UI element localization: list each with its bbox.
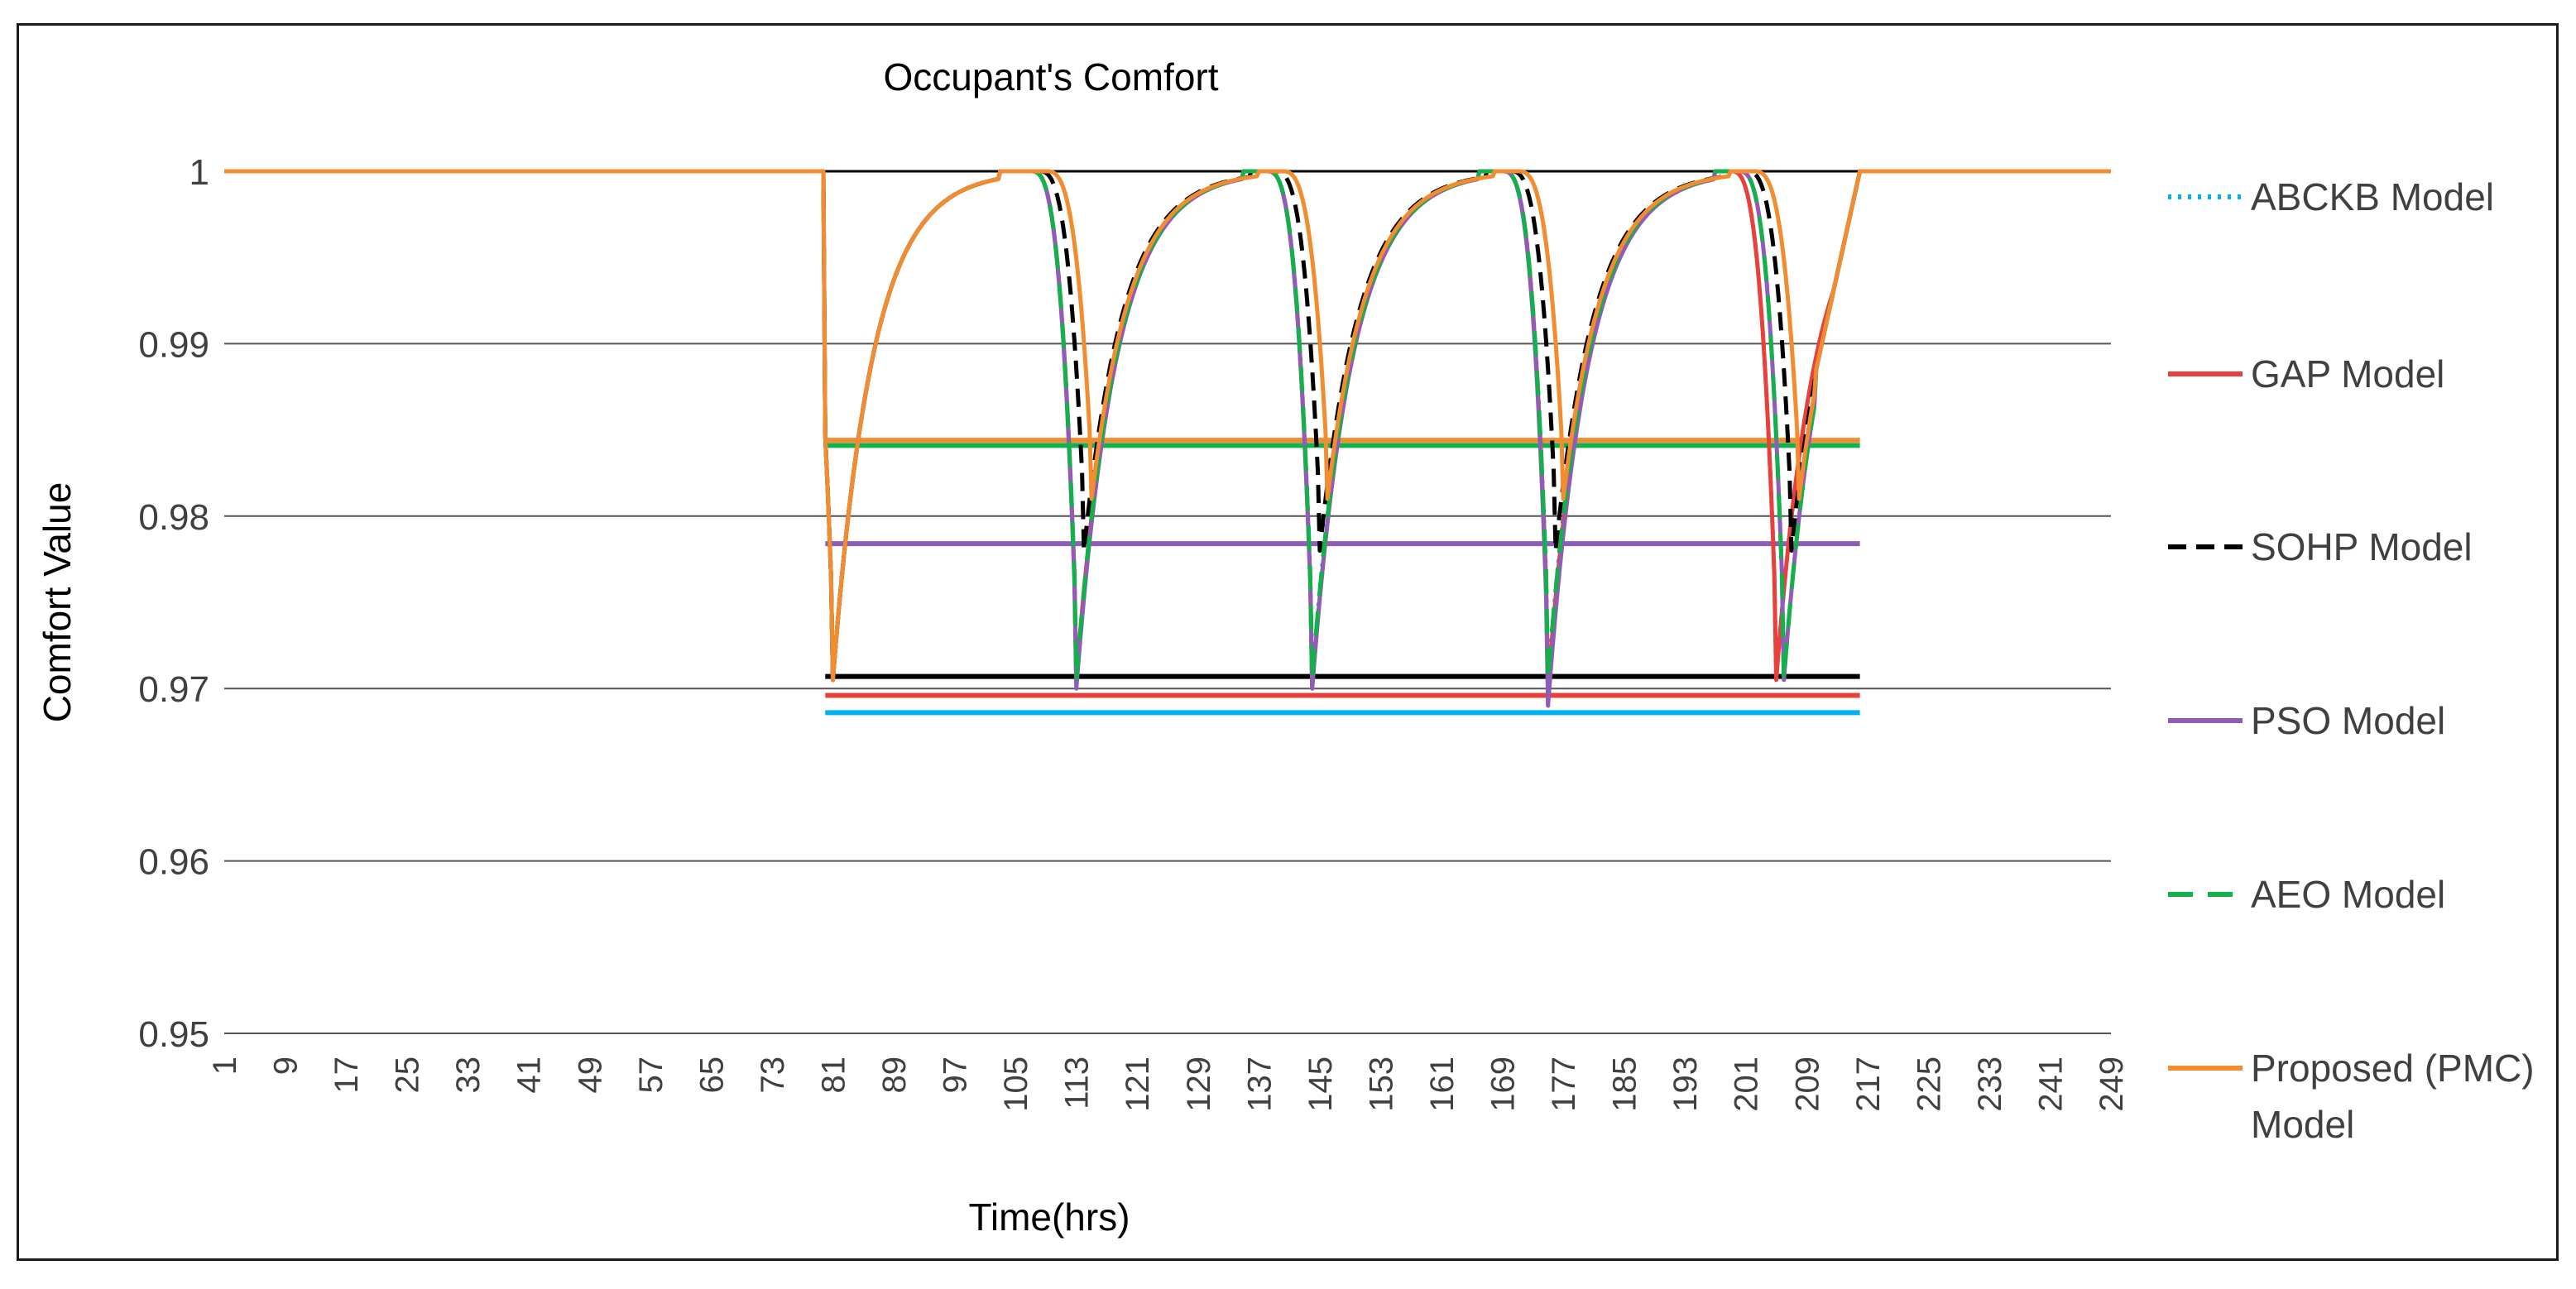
y-tick-labels: 1 0.99 0.98 0.97 0.96 0.95 (138, 152, 209, 1055)
x-tick-label: 177 (1546, 1057, 1582, 1112)
x-tick-label: 25 (390, 1057, 426, 1094)
legend-label: ABCKB Model (2251, 175, 2494, 218)
chart-frame: 1 0.99 0.98 0.97 0.96 0.95 1 9 17 25 33 41 49 57 65 73… (17, 23, 2559, 1261)
x-tick-label: 129 (1181, 1057, 1217, 1112)
x-tick-label: 193 (1667, 1057, 1704, 1112)
x-tick-labels: 1 9 17 25 33 41 49 57 65 73 81 89 97 105 113 121 129 137 1… (207, 1057, 2130, 1112)
gridlines (224, 170, 2111, 1034)
x-tick-label: 169 (1485, 1057, 1522, 1112)
series-line (223, 169, 2112, 683)
x-tick-label: 201 (1729, 1057, 1765, 1112)
x-tick-label: 249 (2094, 1057, 2130, 1112)
y-tick-label: 0.96 (138, 842, 209, 883)
x-tick-label: 57 (633, 1057, 669, 1094)
x-tick-label: 241 (2032, 1057, 2069, 1112)
legend-label: AEO Model (2251, 873, 2445, 916)
x-tick-label: 185 (1607, 1057, 1643, 1112)
x-tick-label: 153 (1363, 1057, 1399, 1112)
x-tick-label: 97 (938, 1057, 974, 1094)
x-tick-label: 105 (998, 1057, 1034, 1112)
y-tick-label: 0.95 (138, 1014, 209, 1055)
legend-label: PSO Model (2251, 699, 2445, 742)
x-tick-label: 17 (329, 1057, 365, 1094)
comfort-line-chart: 1 0.99 0.98 0.97 0.96 0.95 1 9 17 25 33 41 49 57 65 73… (36, 55, 2535, 1239)
x-tick-label: 9 (268, 1057, 305, 1075)
average-lines (825, 438, 1860, 716)
x-tick-label: 33 (450, 1057, 487, 1094)
legend-label: GAP Model (2251, 352, 2444, 395)
x-tick-label: 121 (1120, 1057, 1156, 1112)
series-line (223, 169, 2112, 683)
y-tick-label: 0.99 (138, 324, 209, 365)
x-tick-label: 225 (1911, 1057, 1947, 1112)
y-tick-label: 0.98 (138, 497, 209, 538)
x-tick-label: 217 (1850, 1057, 1887, 1112)
x-tick-label: 49 (572, 1057, 608, 1094)
y-axis-title: Comfort Value (36, 482, 79, 723)
legend: ABCKB Model GAP Model SOHP Model PSO Model A… (2168, 175, 2535, 1146)
x-tick-label: 81 (815, 1057, 851, 1094)
x-tick-label: 137 (1241, 1057, 1278, 1112)
x-tick-label: 209 (1789, 1057, 1825, 1112)
series-line (223, 169, 2112, 683)
x-tick-label: 233 (1972, 1057, 2008, 1112)
x-tick-label: 145 (1302, 1057, 1339, 1112)
x-tick-label: 41 (511, 1057, 548, 1094)
x-axis-title: Time(hrs) (968, 1196, 1130, 1239)
legend-label: Proposed (PMC) Model (2251, 1047, 2535, 1146)
series-line (223, 169, 2112, 683)
y-tick-label: 0.97 (138, 669, 209, 710)
series-line (223, 169, 2112, 691)
x-tick-label: 73 (755, 1057, 791, 1094)
x-tick-label: 89 (876, 1057, 913, 1094)
x-tick-label: 113 (1059, 1057, 1096, 1109)
chart-title: Occupant's Comfort (883, 55, 1218, 98)
legend-label: SOHP Model (2251, 525, 2473, 568)
y-tick-label: 1 (189, 152, 209, 193)
x-tick-label: 1 (207, 1057, 243, 1075)
x-tick-label: 161 (1424, 1057, 1461, 1112)
x-tick-label: 65 (693, 1057, 730, 1094)
series-lines (223, 169, 2112, 708)
